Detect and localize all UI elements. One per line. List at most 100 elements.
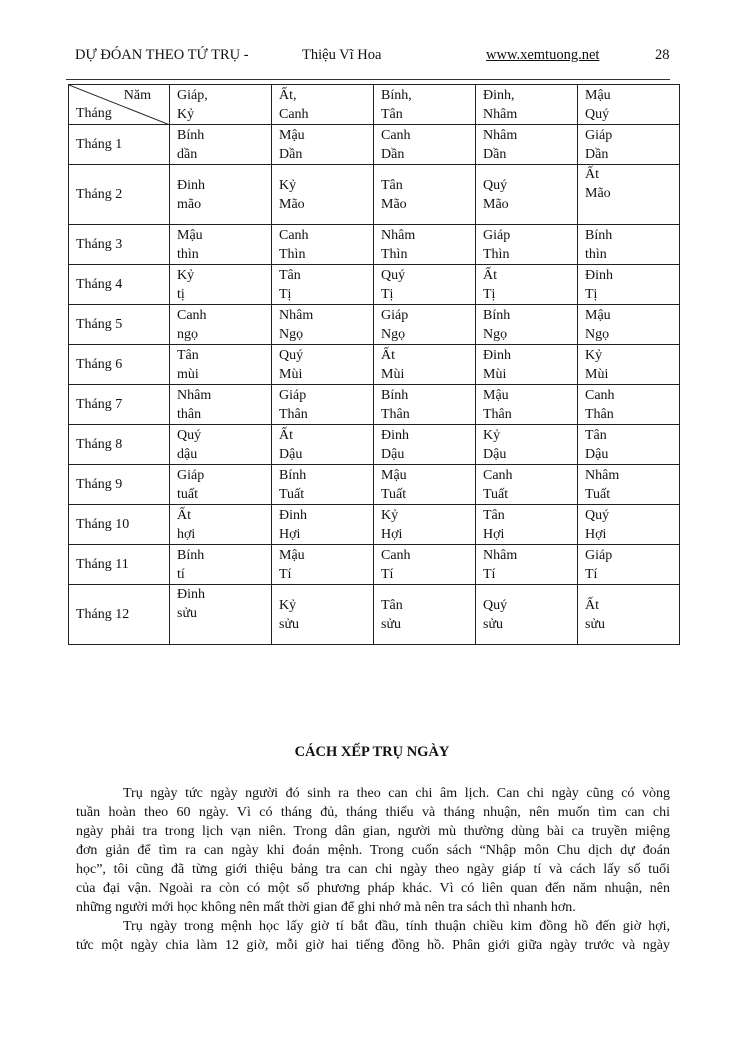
cell-line: Bính	[483, 307, 511, 323]
header-line: Mậu	[585, 87, 611, 103]
cell-line: Mậu	[483, 387, 509, 403]
table-cell: Đinh mão	[169, 164, 272, 225]
corner-cell: Năm Tháng	[68, 84, 170, 125]
paragraph-line: tuần hoàn theo 60 ngày. Vì có tháng đủ, …	[76, 805, 670, 820]
cell-line: Kỷ	[483, 427, 501, 443]
cell-line: Mùi	[381, 366, 405, 382]
cell-line: Ngọ	[585, 326, 610, 342]
cell-line: sửu	[585, 616, 606, 632]
table-cell: Giáp Thìn	[475, 224, 578, 265]
table-cell: Giáp Dần	[577, 124, 680, 165]
table-row: Tháng 9 Giáp tuất Bính Tuất Mậu Tuất Canh Tuất Nh…	[68, 464, 680, 505]
cell-line: Canh	[585, 387, 615, 403]
cell-line: Ất	[585, 597, 599, 613]
cell-line: thìn	[177, 246, 199, 262]
cell-line: Hợi	[381, 526, 403, 542]
table-cell: Kỷ Hợi	[373, 504, 476, 545]
table-cell: Bính thìn	[577, 224, 680, 265]
cell-line: Thân	[279, 406, 308, 422]
cell-line: Tị	[279, 286, 292, 302]
cell-line: Mậu	[279, 127, 305, 143]
cell-line: Ất	[585, 167, 599, 182]
table-cell: Canh Tuất	[475, 464, 578, 505]
header-line: Kỷ	[177, 106, 195, 122]
month-label: Tháng 12	[68, 584, 170, 645]
year-column-header: Mậu Quý	[577, 84, 680, 125]
cell-line: Nhâm	[483, 127, 518, 143]
cell-line: Dần	[381, 146, 405, 162]
cell-line: Bính	[177, 127, 205, 143]
cell-line: Thìn	[279, 246, 306, 262]
table-cell: Tân mùi	[169, 344, 272, 385]
cell-line: dậu	[177, 446, 198, 462]
cell-line: Dậu	[279, 446, 303, 462]
table-cell: Giáp Ngọ	[373, 304, 476, 345]
cell-line: Giáp	[177, 467, 205, 483]
cell-line: Đinh	[177, 587, 205, 602]
table-cell: Kỷ Mùi	[577, 344, 680, 385]
cell-line: Tị	[483, 286, 496, 302]
cell-line: Tị	[585, 286, 598, 302]
cell-line: Bính	[585, 227, 613, 243]
cell-line: Mùi	[483, 366, 507, 382]
cell-line: Ngọ	[483, 326, 508, 342]
table-cell: Đinh sửu	[169, 584, 272, 645]
table-cell: Canh ngọ	[169, 304, 272, 345]
cell-line: thân	[177, 406, 202, 422]
month-pillar-table: Năm Tháng Giáp, Kỷ Ất, Canh Bính, Tân Đinh, Nhâ…	[68, 84, 680, 645]
cell-line: Ngọ	[279, 326, 304, 342]
table-cell: Tân Mão	[373, 164, 476, 225]
cell-line: Quý	[279, 347, 304, 363]
table-cell: Canh Dần	[373, 124, 476, 165]
cell-line: mùi	[177, 366, 199, 382]
cell-line: Tí	[381, 566, 394, 582]
cell-line: Nhâm	[585, 467, 620, 483]
table-cell: Quý Mão	[475, 164, 578, 225]
table-cell: Ất Mão	[577, 164, 680, 225]
table-cell: Mậu Tí	[271, 544, 374, 585]
cell-line: Thìn	[381, 246, 408, 262]
table-cell: Kỷ Mão	[271, 164, 374, 225]
month-label: Tháng 6	[68, 344, 170, 385]
cell-line: Đinh	[279, 507, 307, 523]
cell-line: Đinh	[483, 347, 511, 363]
table-cell: Nhâm Dần	[475, 124, 578, 165]
cell-line: Canh	[483, 467, 513, 483]
table-cell: Nhâm Tuất	[577, 464, 680, 505]
cell-line: Nhâm	[381, 227, 416, 243]
cell-line: Tân	[585, 427, 607, 443]
table-cell: Quý dậu	[169, 424, 272, 465]
cell-line: Tị	[381, 286, 394, 302]
section-title: CÁCH XẾP TRỤ NGÀY	[294, 744, 450, 760]
table-cell: Bính Ngọ	[475, 304, 578, 345]
cell-line: Tân	[381, 597, 403, 613]
table-row: Tháng 1 Bính dần Mậu Dần Canh Dần Nhâm Dần Giáp Dầ…	[68, 124, 680, 165]
paragraph-line: tức một ngày chia làm 12 giờ, mỗi giờ ha…	[76, 938, 670, 953]
table-cell: Ất hợi	[169, 504, 272, 545]
table-cell: Mậu Ngọ	[577, 304, 680, 345]
header-line: Nhâm	[483, 106, 518, 122]
cell-line: Thìn	[483, 246, 510, 262]
cell-line: Đinh	[381, 427, 409, 443]
table-cell: Quý Tị	[373, 264, 476, 305]
table-row: Tháng 5 Canh ngọ Nhâm Ngọ Giáp Ngọ Bính Ngọ Mậu Ng…	[68, 304, 680, 345]
cell-line: Canh	[279, 227, 309, 243]
cell-line: Tí	[279, 566, 292, 582]
table-cell: Bính tí	[169, 544, 272, 585]
cell-line: Bính	[381, 387, 409, 403]
table-cell: Kỷ tị	[169, 264, 272, 305]
cell-line: Ngọ	[381, 326, 406, 342]
header-line: Giáp,	[177, 87, 208, 103]
table-cell: Nhâm Ngọ	[271, 304, 374, 345]
header-url-link[interactable]: www.xemtuong.net	[486, 47, 600, 63]
header-title: DỰ ĐÓAN THEO TỨ TRỤ -	[75, 47, 249, 63]
table-cell: Mậu Tuất	[373, 464, 476, 505]
cell-line: Quý	[585, 507, 610, 523]
cell-line: Tí	[585, 566, 598, 582]
cell-line: Mùi	[279, 366, 303, 382]
cell-line: Bính	[279, 467, 307, 483]
table-cell: Quý Hợi	[577, 504, 680, 545]
month-label: Tháng 8	[68, 424, 170, 465]
cell-line: Nhâm	[279, 307, 314, 323]
month-label: Tháng 5	[68, 304, 170, 345]
